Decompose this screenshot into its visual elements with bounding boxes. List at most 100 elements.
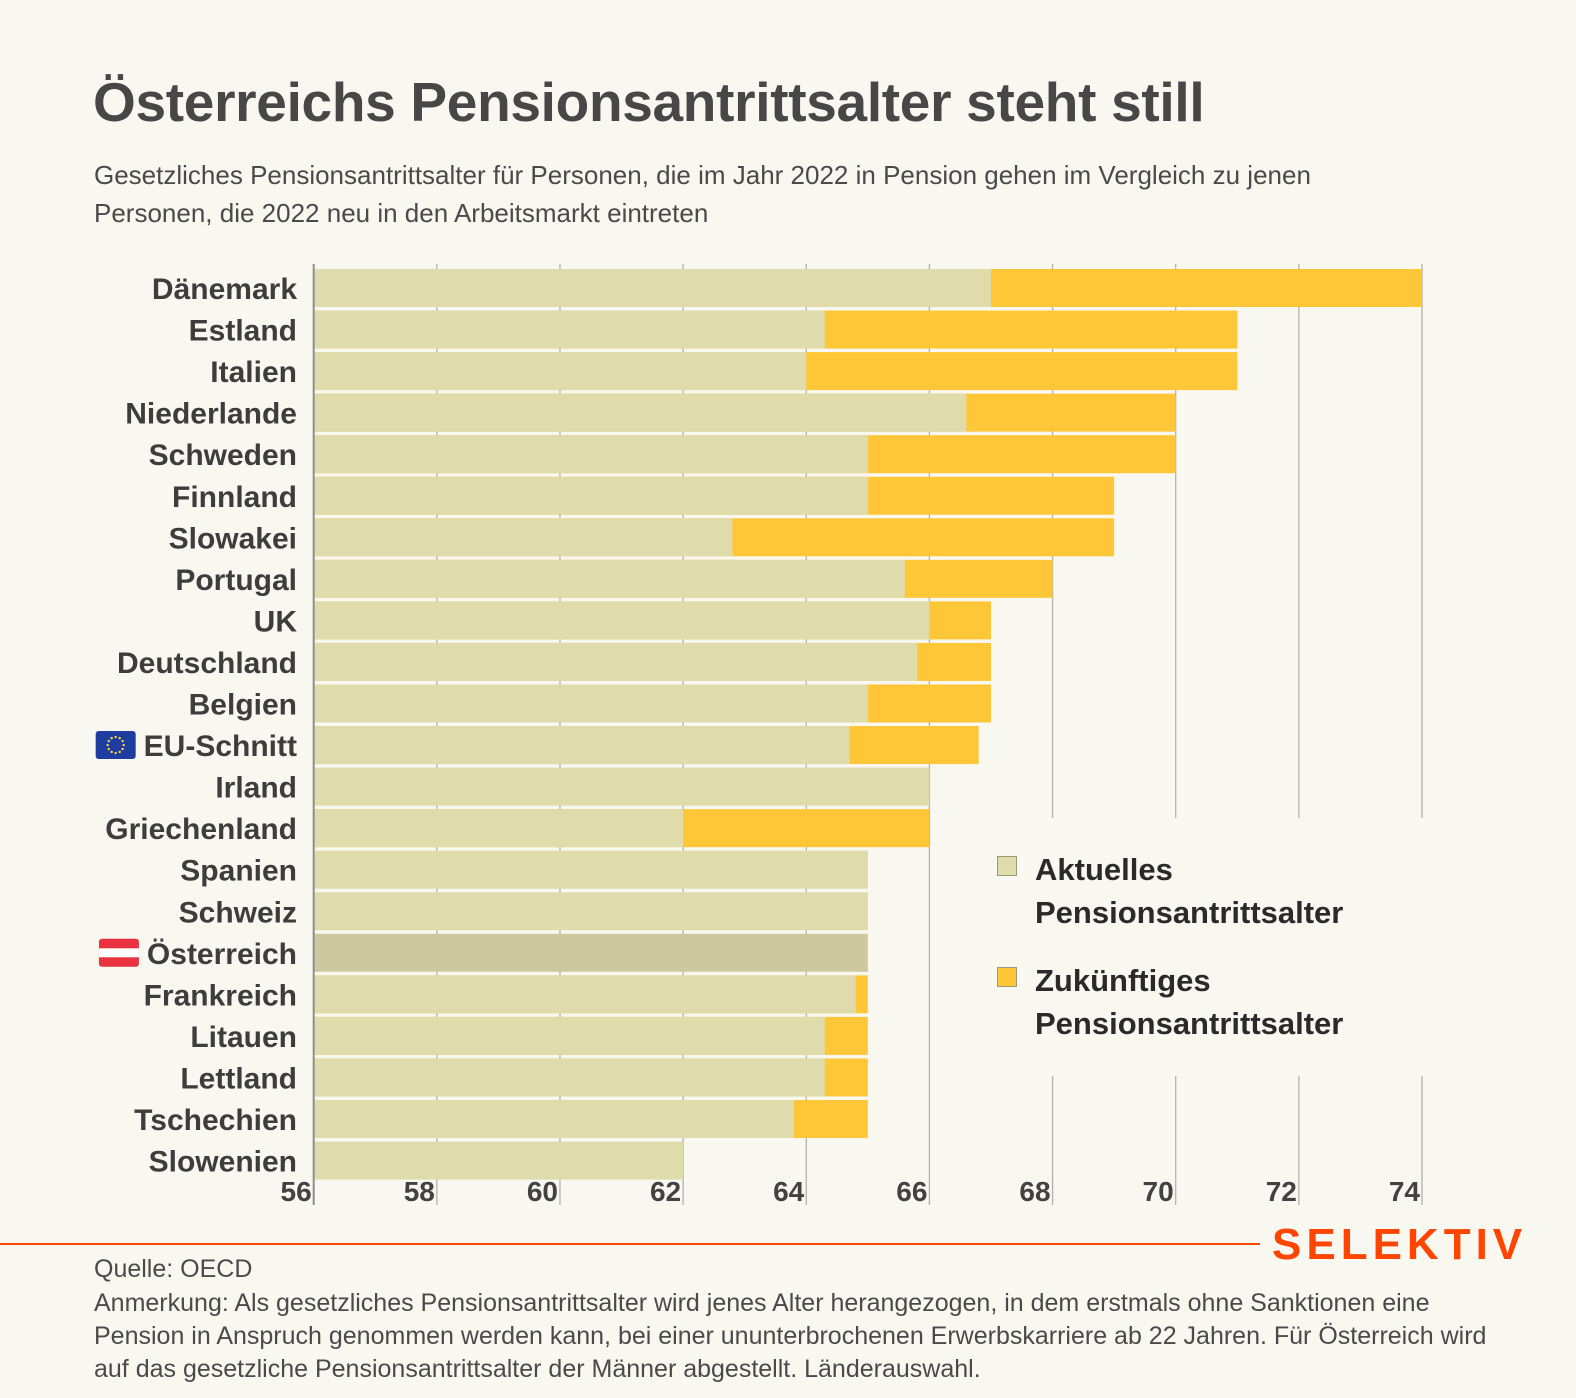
bar-group-15 — [313, 892, 868, 931]
legend-item-future: Zukünftiges Pensionsantrittsalter — [995, 959, 1343, 1045]
bar-current — [313, 269, 991, 307]
x-tick-label-74: 74 — [1389, 1176, 1421, 1207]
bar-chart: Dänemark Estland Italien Niederlande Schwede… — [95, 264, 1550, 1207]
bar-current — [313, 559, 905, 598]
x-tick-label-68: 68 — [1019, 1176, 1050, 1207]
eu-flag-star — [114, 751, 117, 755]
bar-current — [313, 352, 807, 391]
bar-group-10 — [313, 684, 991, 723]
bar-group-18 — [313, 1016, 868, 1055]
bar-group-3 — [313, 393, 1176, 432]
x-tick-label-62: 62 — [650, 1176, 681, 1207]
country-label: Dänemark — [152, 273, 297, 306]
country-label: Tschechien — [134, 1104, 297, 1137]
bar-current — [313, 476, 868, 515]
x-tick-label-70: 70 — [1143, 1176, 1174, 1207]
x-axis-ticks: 56 58 60 62 64 66 68 70 72 74 — [281, 1176, 1421, 1207]
bar-group-4 — [313, 435, 1176, 474]
bar-current — [313, 310, 825, 349]
country-label: Slowakei — [169, 522, 297, 555]
country-label: Schweden — [149, 439, 297, 472]
eu-flag-star — [121, 739, 124, 743]
bar-group-1 — [313, 310, 1238, 349]
eu-flag-field — [95, 731, 136, 760]
legend-label-current-line1: Aktuelles — [1035, 852, 1173, 887]
eu-flag-star — [110, 750, 113, 754]
bar-group-17 — [313, 975, 868, 1014]
country-label: Lettland — [180, 1062, 297, 1095]
country-labels: Dänemark Estland Italien Niederlande Schwede… — [95, 273, 298, 1179]
x-tick-label-64: 64 — [773, 1176, 805, 1207]
bar-group-21 — [313, 1141, 684, 1180]
bar-current — [313, 518, 733, 557]
bar-current — [313, 393, 967, 432]
country-label: Portugal — [175, 564, 297, 597]
legend-label-future-line1: Zukünftiges — [1035, 963, 1211, 998]
bar-current — [313, 642, 918, 681]
footer-divider — [0, 1243, 1260, 1245]
chart-subtitle: Gesetzliches Pensionsantrittsalter für P… — [94, 160, 1311, 228]
bar-current — [313, 1016, 825, 1055]
bar-current — [313, 975, 856, 1014]
bar-current — [313, 435, 868, 474]
bar-group-5 — [313, 476, 1115, 515]
methodology-note: Anmerkung: Als gesetzliches Pensionsantr… — [94, 1289, 1487, 1383]
eu-flag-star — [118, 750, 121, 754]
legend-label-future-line2: Pensionsantrittsalter — [1035, 1006, 1344, 1041]
eu-flag-star — [121, 747, 124, 751]
x-tick-label-66: 66 — [896, 1176, 927, 1207]
eu-flag-star — [122, 743, 125, 747]
country-label: Deutschland — [117, 647, 297, 680]
austria-flag-icon — [98, 938, 139, 967]
bar-current — [313, 809, 684, 848]
bar-group-8 — [313, 601, 991, 640]
bar-current — [313, 850, 868, 889]
source-note: Quelle: OECD — [94, 1255, 253, 1283]
x-tick-label-56: 56 — [281, 1176, 312, 1207]
bar-group-19 — [313, 1058, 868, 1097]
bar-group-13 — [313, 809, 930, 848]
eu-flag-star — [106, 743, 109, 747]
x-tick-label-60: 60 — [527, 1176, 558, 1207]
eu-flag-star — [107, 739, 110, 743]
legend-item-current: Aktuelles Pensionsantrittsalter — [995, 848, 1343, 934]
bar-group-6 — [313, 518, 1115, 557]
bar-current — [313, 1141, 684, 1180]
country-label: Italien — [210, 356, 297, 389]
country-label: Schweiz — [179, 896, 297, 929]
country-label: EU-Schnitt — [144, 730, 297, 763]
eu-flag-star — [110, 736, 113, 740]
bar-group-16 — [313, 933, 868, 972]
legend-swatch-current — [997, 856, 1017, 876]
eu-flag-icon — [95, 731, 136, 760]
bar-group-12 — [313, 767, 930, 806]
bar-group-11 — [313, 726, 979, 765]
bar-group-20 — [313, 1100, 868, 1138]
country-label: Irland — [215, 772, 297, 805]
bar-current — [313, 933, 868, 972]
country-label: Estland — [189, 315, 297, 348]
x-tick-label-58: 58 — [404, 1176, 435, 1207]
x-tick-label-72: 72 — [1266, 1176, 1297, 1207]
country-label: Litauen — [190, 1021, 297, 1054]
legend: Aktuelles Pensionsantrittsalter Zukünfti… — [995, 848, 1343, 1070]
country-label: Niederlande — [125, 398, 297, 431]
bar-group-2 — [313, 352, 1238, 391]
country-label: Griechenland — [105, 813, 297, 846]
eu-flag-star — [118, 736, 121, 740]
country-label: Österreich — [147, 938, 297, 971]
bar-current — [313, 767, 930, 806]
country-label: Belgien — [189, 689, 297, 722]
bar-current — [313, 601, 930, 640]
bar-current — [313, 1100, 794, 1138]
bar-current — [313, 726, 850, 765]
bar-group-0 — [313, 269, 1423, 307]
legend-swatch-future — [997, 967, 1017, 987]
country-label: UK — [254, 605, 298, 638]
legend-background — [990, 818, 1550, 1076]
bar-current — [313, 892, 868, 931]
chart-title: Österreichs Pensionsantrittsalter steht … — [93, 71, 1205, 133]
bar-current — [313, 684, 868, 723]
bar-current — [313, 1058, 825, 1097]
eu-flag-star — [114, 735, 117, 739]
